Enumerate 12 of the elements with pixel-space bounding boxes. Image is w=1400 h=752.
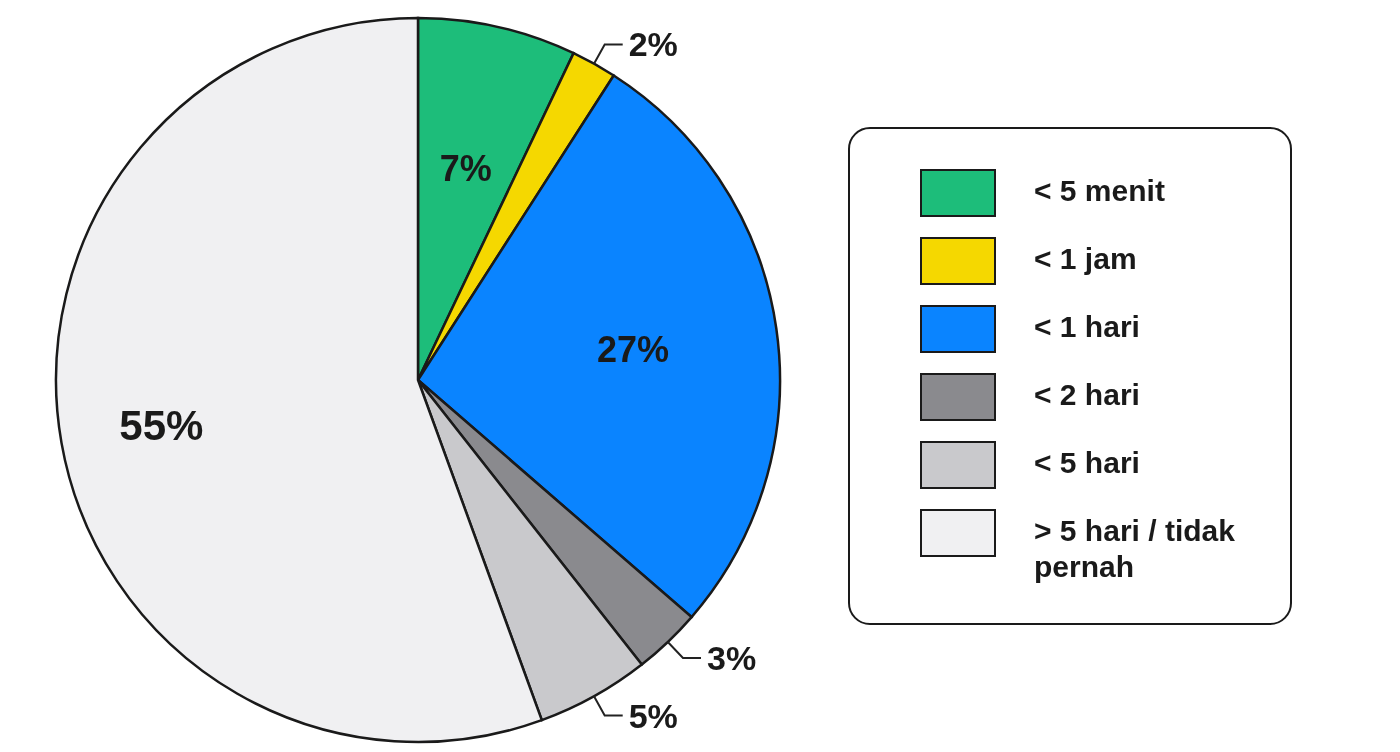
data-label: 55% [119, 401, 204, 449]
data-label: 27% [596, 328, 670, 370]
legend-label: < 5 hari [1034, 445, 1140, 481]
legend-label: < 2 hari [1034, 377, 1140, 413]
legend-label: < 1 hari [1034, 309, 1140, 345]
data-label: 5% [628, 696, 678, 735]
legend-label: < 5 menit [1034, 173, 1165, 209]
data-label: 7% [439, 147, 492, 189]
legend-label: < 1 jam [1034, 241, 1137, 277]
data-label: 3% [706, 638, 757, 677]
data-label: 2% [628, 25, 678, 64]
legend-label: > 5 hari / tidak pernah [1034, 513, 1236, 585]
